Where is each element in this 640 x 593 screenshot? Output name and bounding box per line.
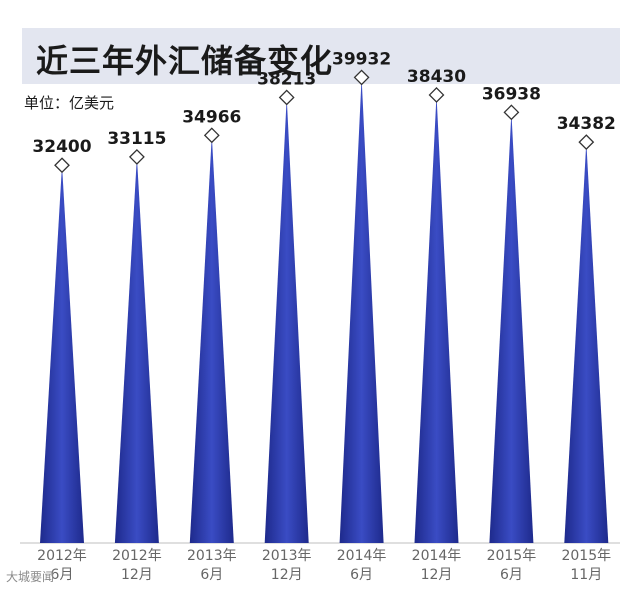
value-marker <box>203 127 220 144</box>
data-label: 39932 <box>332 49 391 69</box>
x-tick-month: 12月 <box>421 567 453 583</box>
value-marker <box>278 89 295 106</box>
spike-bar <box>489 112 534 544</box>
x-tick-year: 2014年 <box>337 548 387 564</box>
data-label: 33115 <box>107 129 166 149</box>
x-tick-year: 2015年 <box>561 548 611 564</box>
value-marker <box>54 157 70 174</box>
spike-bar <box>564 142 609 543</box>
spike-bar <box>339 77 384 543</box>
value-marker <box>128 148 145 165</box>
x-tick-month: 6月 <box>51 567 74 583</box>
x-tick-month: 12月 <box>121 567 153 583</box>
x-tick-year: 2014年 <box>412 548 462 564</box>
data-label: 38430 <box>407 67 466 87</box>
data-label: 34382 <box>557 114 616 134</box>
x-tick-month: 11月 <box>570 567 602 583</box>
x-tick-year: 2013年 <box>262 548 312 564</box>
x-tick-month: 6月 <box>350 567 373 583</box>
x-tick-month: 6月 <box>500 567 523 583</box>
data-label: 34966 <box>182 107 241 127</box>
value-marker <box>503 104 520 121</box>
x-tick-month: 6月 <box>200 567 223 583</box>
spike-bar <box>40 165 84 543</box>
chart-title: 近三年外汇储备变化 <box>36 42 334 80</box>
unit-label: 单位：亿美元 <box>24 94 115 112</box>
spike-bar <box>189 135 234 543</box>
x-tick-year: 2013年 <box>187 548 237 564</box>
data-label: 38213 <box>257 69 316 89</box>
x-tick-year: 2012年 <box>37 548 87 564</box>
spike-bar <box>414 94 459 544</box>
value-marker <box>578 134 595 151</box>
watermark: 大城要闻 <box>6 570 55 584</box>
title-bar: 近三年外汇储备变化 <box>22 28 620 84</box>
x-tick-year: 2012年 <box>112 548 162 564</box>
x-tick-month: 12月 <box>271 567 303 583</box>
data-label: 32400 <box>32 137 91 157</box>
x-tick-year: 2015年 <box>487 548 537 564</box>
spike-bar <box>114 156 159 543</box>
spike-bar <box>264 97 309 543</box>
value-marker <box>428 87 445 103</box>
value-marker <box>353 69 370 86</box>
data-label: 36938 <box>482 84 541 104</box>
